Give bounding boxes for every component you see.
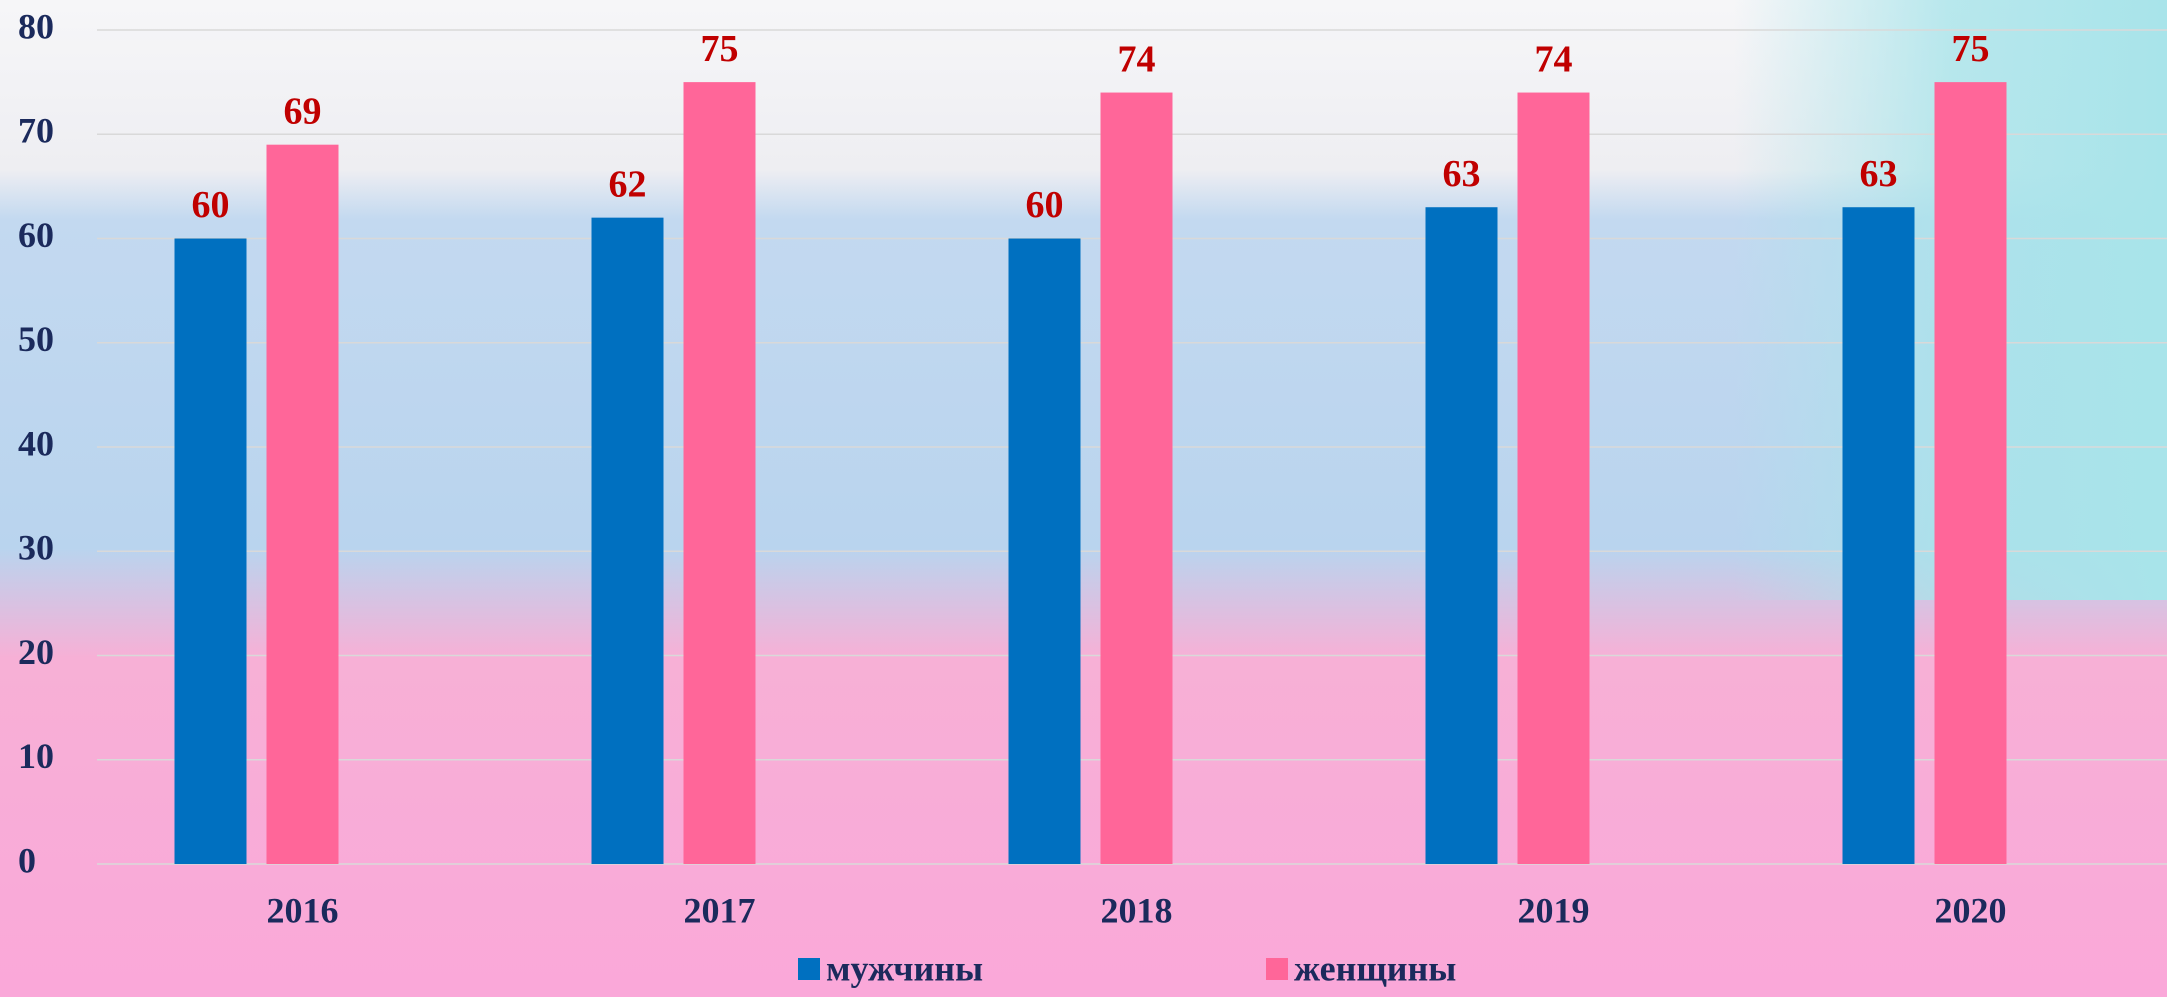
y-tick-label: 10 [18,736,54,776]
x-tick-label: 2016 [267,890,339,930]
bar [266,144,339,865]
bar [683,82,756,864]
x-tick-label: 2018 [1101,890,1173,930]
y-tick-label: 30 [18,528,54,568]
y-tick-label: 20 [18,632,54,672]
bar [1100,92,1173,865]
value-label: 75 [701,28,739,70]
x-tick-label: 2020 [1935,890,2007,930]
bar [1517,92,1590,865]
bar [1425,207,1498,865]
value-label: 74 [1535,38,1573,80]
y-tick-label: 70 [18,111,54,151]
x-tick-label: 2017 [684,890,756,930]
x-tick-label: 2019 [1518,890,1590,930]
bar [1934,82,2007,864]
y-tick-label: 40 [18,423,54,463]
value-label: 69 [284,90,322,132]
value-label: 63 [1860,153,1898,195]
value-label: 63 [1443,153,1481,195]
bar [1842,207,1915,865]
value-label: 62 [609,163,647,205]
y-tick-label: 0 [18,840,36,880]
y-tick-label: 60 [18,215,54,255]
value-label: 74 [1118,38,1156,80]
bar [1008,238,1081,864]
y-tick-label: 80 [18,6,54,46]
value-label: 60 [1026,184,1064,226]
background-accent [0,0,2167,600]
legend-label: женщины [1294,948,1456,988]
legend-swatch [798,958,820,980]
legend-swatch [1266,958,1288,980]
bar [591,217,664,864]
value-label: 75 [1952,28,1990,70]
value-label: 60 [192,184,230,226]
legend-label: мужчины [826,948,983,988]
y-tick-label: 50 [18,319,54,359]
bar [174,238,247,864]
